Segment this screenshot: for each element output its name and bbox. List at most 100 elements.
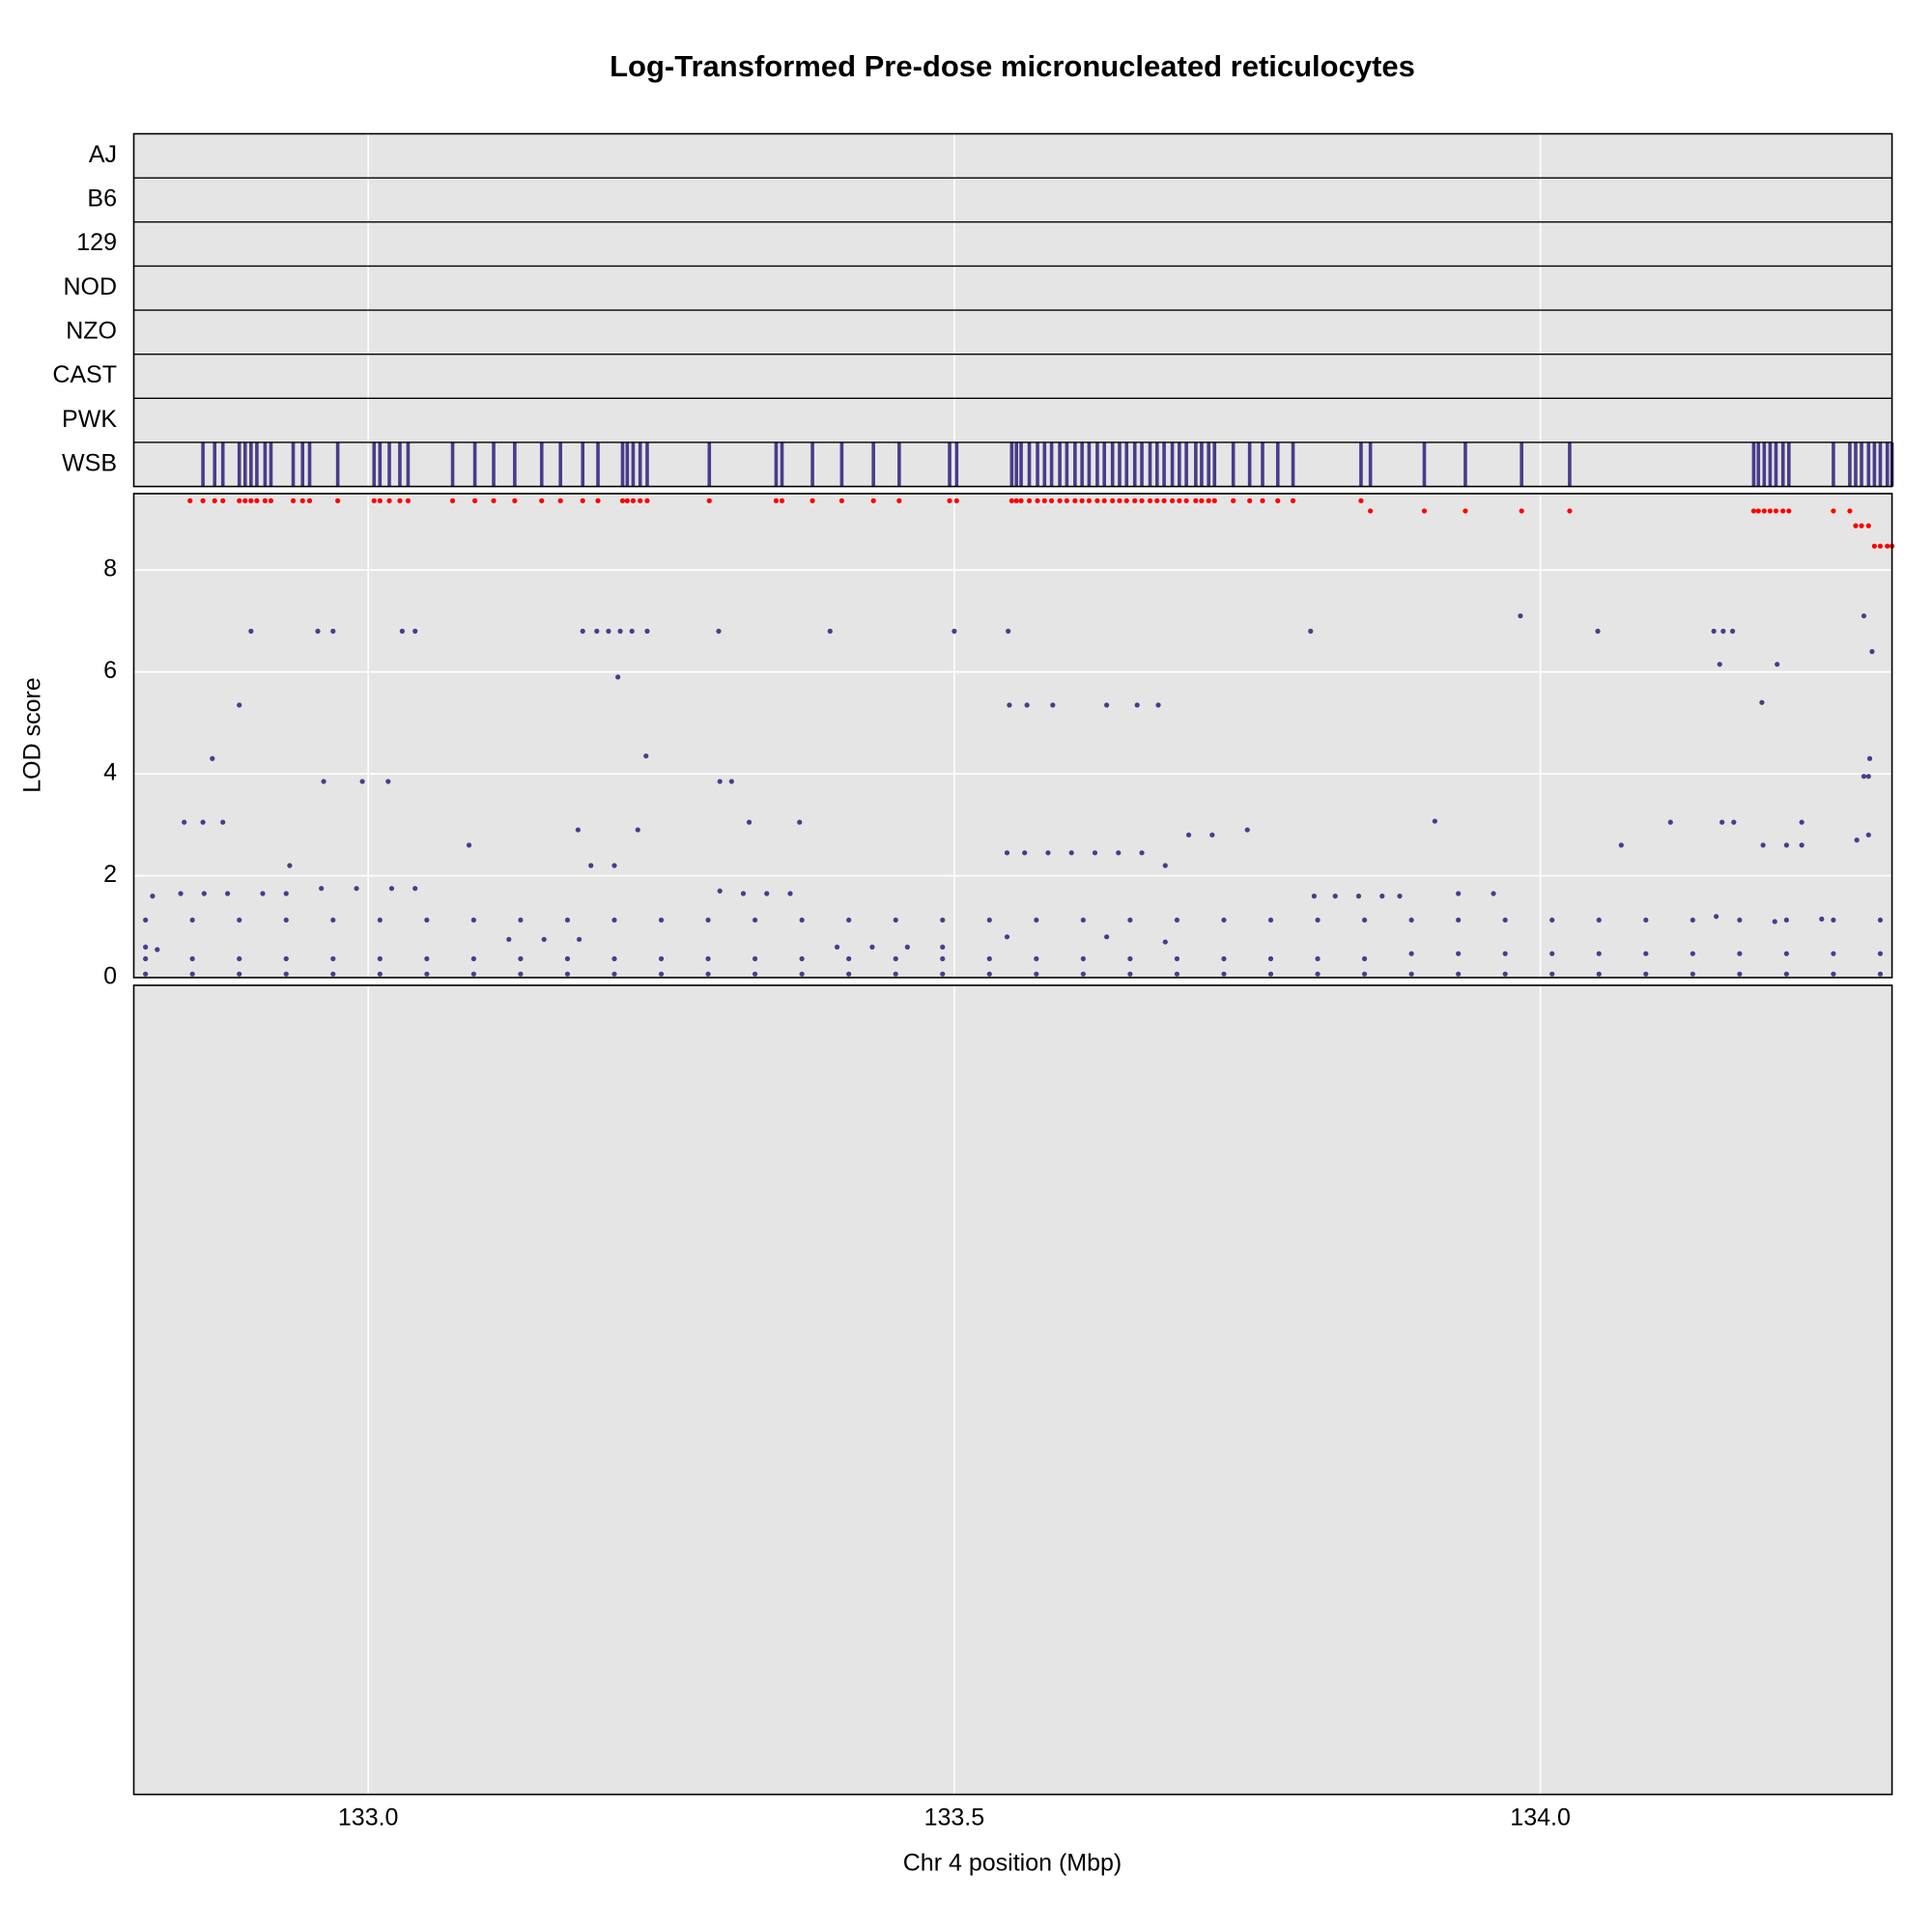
lod-point xyxy=(1456,951,1462,956)
lod-point xyxy=(810,497,815,503)
lod-point xyxy=(564,955,571,962)
lod-point xyxy=(580,497,585,503)
lod-point xyxy=(470,955,476,962)
snp-bar xyxy=(1762,441,1767,487)
lod-point xyxy=(611,955,617,962)
snp-bar xyxy=(387,441,391,487)
lod-point xyxy=(1045,850,1051,856)
lod-point xyxy=(1549,917,1555,923)
lod-point xyxy=(1101,497,1107,503)
lod-point xyxy=(155,947,160,952)
snp-bar xyxy=(638,441,642,487)
lod-point xyxy=(1221,955,1227,962)
lod-point xyxy=(893,917,898,923)
lod-point xyxy=(658,971,665,977)
snp-bar xyxy=(249,441,253,487)
lod-point xyxy=(1865,832,1871,838)
lod-point xyxy=(1859,523,1864,528)
lod-point xyxy=(506,936,512,943)
lod-point xyxy=(189,955,195,962)
lod-point xyxy=(940,955,946,962)
snp-bar xyxy=(1247,441,1252,487)
strain-label: NZO xyxy=(66,317,117,344)
lod-point xyxy=(753,971,758,977)
lod-point xyxy=(1209,832,1215,838)
lod-point xyxy=(594,628,600,634)
lod-point xyxy=(1690,971,1695,977)
lod-point xyxy=(799,971,805,977)
lod-point xyxy=(638,497,643,503)
snp-bar xyxy=(1463,441,1467,487)
lod-point xyxy=(248,628,254,634)
strain-label: NOD xyxy=(63,273,117,300)
lod-point xyxy=(947,497,952,503)
snp-bar xyxy=(1027,441,1032,487)
snp-bar xyxy=(774,441,779,487)
snp-bar xyxy=(1568,441,1572,487)
snp-bar xyxy=(1073,441,1077,487)
lod-point xyxy=(1127,955,1133,962)
lod-point xyxy=(330,628,336,634)
lod-point xyxy=(1110,497,1116,503)
lod-point xyxy=(846,971,852,977)
lod-point xyxy=(1643,951,1649,956)
y-tick-label: 0 xyxy=(103,963,117,990)
lod-point xyxy=(237,955,242,962)
lod-point xyxy=(1720,628,1726,634)
lod-point xyxy=(1799,819,1804,825)
snp-bar xyxy=(1854,441,1858,487)
lod-point xyxy=(630,497,637,503)
snp-bar xyxy=(1261,441,1264,487)
lod-point xyxy=(1397,894,1403,899)
lod-point xyxy=(1162,863,1168,868)
snp-bar xyxy=(1019,441,1023,487)
x-tick-label: 133.0 xyxy=(338,1804,399,1832)
lod-point xyxy=(399,628,405,634)
snp-bar xyxy=(581,441,585,487)
lod-point xyxy=(658,917,665,923)
y-tick-label: 4 xyxy=(103,759,117,786)
lod-point xyxy=(940,944,946,950)
lod-point xyxy=(1361,971,1368,977)
strain-label: PWK xyxy=(62,406,117,433)
lod-point xyxy=(182,819,187,825)
lod-point xyxy=(773,497,780,503)
lod-point xyxy=(834,944,840,950)
snp-bar xyxy=(1124,441,1129,487)
snp-bar xyxy=(269,441,273,487)
lod-point xyxy=(178,891,184,896)
lod-point xyxy=(580,628,585,634)
snp-bar xyxy=(492,441,496,487)
snp-bar xyxy=(450,441,455,487)
lod-point xyxy=(210,755,215,761)
lod-point xyxy=(1491,891,1496,896)
lod-point xyxy=(1711,628,1717,634)
lod-point xyxy=(716,628,722,634)
lod-point xyxy=(1206,497,1211,503)
lod-point xyxy=(1786,508,1792,514)
lod-point xyxy=(1004,850,1010,856)
lod-point xyxy=(1132,497,1138,503)
lod-point xyxy=(1080,971,1086,977)
snp-bar xyxy=(897,441,901,487)
lod-point xyxy=(1231,497,1236,503)
lod-point xyxy=(952,628,957,634)
lod-point xyxy=(1737,951,1743,956)
lod-point xyxy=(1275,497,1281,503)
lod-point xyxy=(1877,543,1884,549)
lod-point xyxy=(611,971,617,977)
lod-point xyxy=(1596,917,1602,923)
snp-bar xyxy=(372,441,377,487)
lod-point xyxy=(237,702,242,708)
snp-bar xyxy=(1200,441,1204,487)
lod-point xyxy=(1116,850,1122,856)
snp-bar xyxy=(1848,441,1852,487)
lod-point xyxy=(1667,819,1673,825)
lod-point xyxy=(588,863,594,868)
lod-point xyxy=(1831,508,1836,514)
lod-point xyxy=(1034,955,1039,962)
lod-point xyxy=(283,917,289,923)
lod-point xyxy=(1139,850,1145,856)
lod-point xyxy=(1308,628,1314,634)
